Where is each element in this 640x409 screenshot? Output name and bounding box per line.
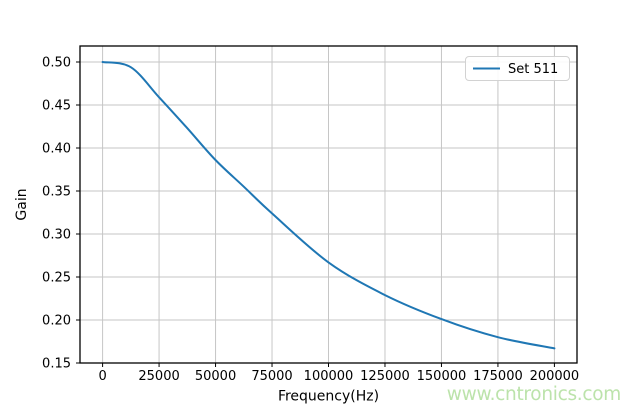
y-tick-label: 0.30 [42, 227, 71, 242]
x-tick-label: 150000 [417, 369, 467, 384]
y-tick-label: 0.40 [42, 141, 71, 156]
series-line-set-511 [101, 61, 556, 350]
x-tick-label: 0 [98, 369, 106, 384]
y-axis-label: Gain [14, 188, 30, 220]
y-tick-label: 0.25 [42, 270, 71, 285]
x-tick-label: 175000 [473, 369, 523, 384]
x-tick-label: 125000 [360, 369, 410, 384]
tick-marks [76, 61, 555, 367]
x-tick-label: 200000 [530, 369, 580, 384]
y-tick-label: 0.20 [42, 313, 71, 328]
y-tick-label: 0.50 [42, 55, 71, 70]
y-tick-label: 0.35 [42, 184, 71, 199]
x-axis-tick-labels: 0 25000 50000 75000 100000 125000 150000 175000… [98, 369, 579, 384]
plot-border [79, 45, 578, 364]
y-tick-label: 0.45 [42, 98, 71, 113]
legend: Set 511 [465, 56, 570, 81]
x-tick-label: 25000 [138, 369, 179, 384]
x-tick-label: 75000 [251, 369, 292, 384]
y-axis-tick-labels: 0.15 0.20 0.25 0.30 0.35 0.40 0.45 0.50 [42, 55, 71, 371]
legend-box [465, 56, 570, 81]
grid-lines [80, 46, 577, 364]
x-axis-label: Frequency(Hz) [278, 389, 379, 405]
x-tick-label: 50000 [195, 369, 236, 384]
y-tick-label: 0.15 [42, 357, 71, 372]
x-tick-label: 100000 [304, 369, 354, 384]
legend-entry-label: Set 511 [508, 62, 558, 77]
watermark-text: www.cntronics.com [447, 384, 621, 405]
